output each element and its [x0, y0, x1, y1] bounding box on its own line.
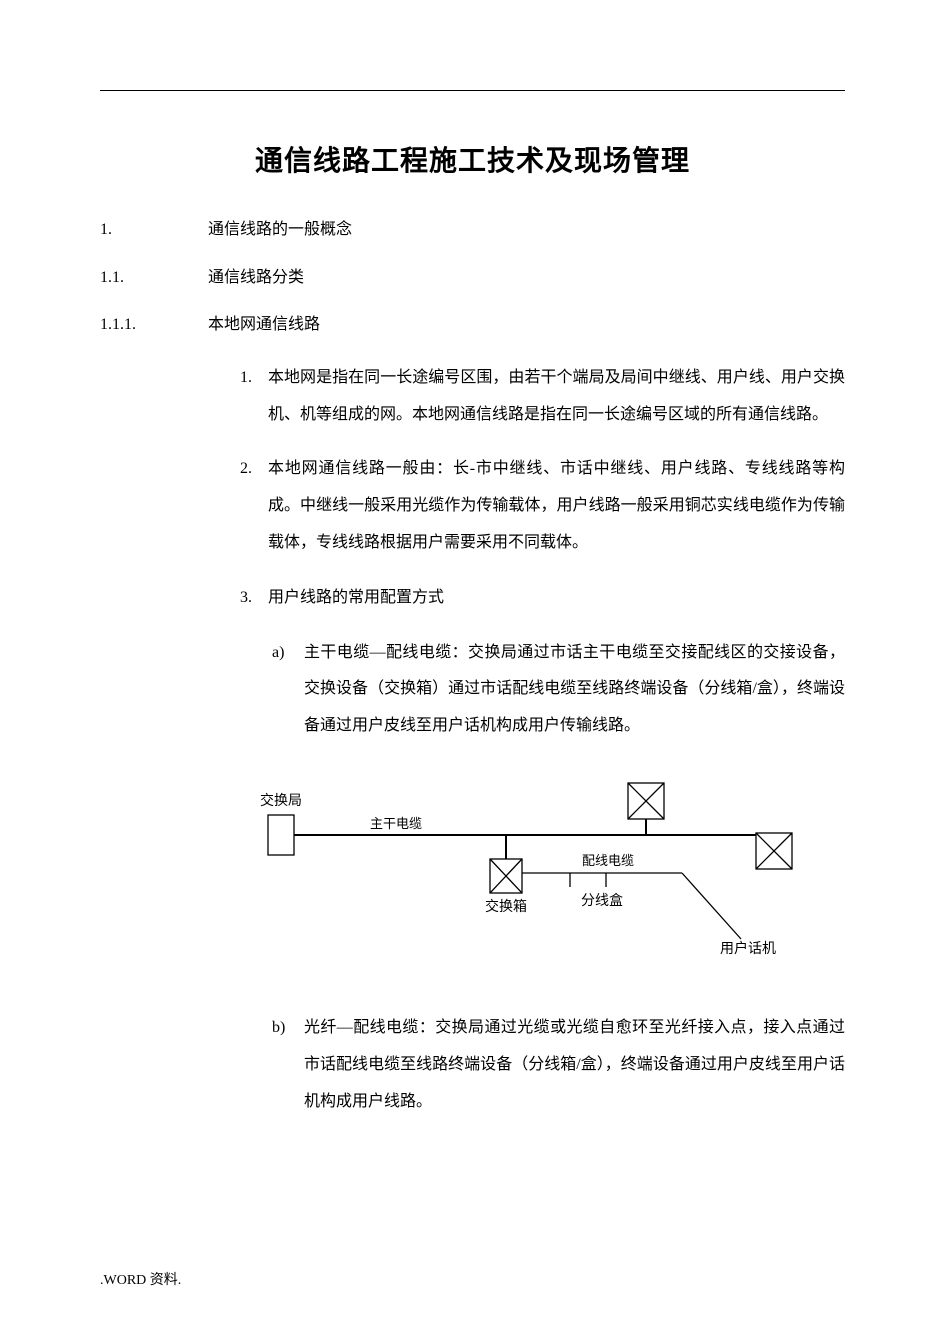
svg-text:配线电缆: 配线电缆 [582, 853, 634, 868]
svg-text:用户话机: 用户话机 [720, 940, 776, 957]
network-diagram: 交换局交换箱 分线盒用户话机 主干电缆配线电缆 [250, 765, 845, 980]
outline-level-2: 1.1. 通信线路分类 [100, 265, 845, 291]
svg-text:主干电缆: 主干电缆 [370, 816, 422, 831]
list-item: 2. 本地网通信线路一般由：长-市中继线、市话中继线、用户线路、专线线路等构成。… [240, 451, 845, 561]
svg-text:交换箱: 交换箱 [485, 898, 527, 915]
outline-number: 1. [100, 217, 208, 243]
footer-text: .WORD 资料. [100, 1269, 181, 1289]
top-rule [100, 90, 845, 91]
outline-text: 通信线路分类 [208, 265, 845, 291]
item-text: 本地网是指在同一长途编号区围，由若干个端局及局间中继线、用户线、用户交换机、机等… [268, 360, 845, 434]
outline-number: 1.1. [100, 265, 208, 291]
outline-text: 本地网通信线路 [208, 312, 845, 338]
svg-text:交换局: 交换局 [260, 792, 302, 809]
sub-item-number: b) [272, 1010, 304, 1120]
document-page: 通信线路工程施工技术及现场管理 1. 通信线路的一般概念 1.1. 通信线路分类… [0, 0, 945, 1337]
sub-item-text: 主干电缆—配线电缆：交换局通过市话主干电缆至交接配线区的交接设备，交换设备（交换… [304, 635, 845, 745]
sub-list: a) 主干电缆—配线电缆：交换局通过市话主干电缆至交接配线区的交接设备，交换设备… [272, 635, 845, 745]
outline-level-1: 1. 通信线路的一般概念 [100, 217, 845, 243]
item-text: 用户线路的常用配置方式 [268, 580, 845, 617]
numbered-list: 1. 本地网是指在同一长途编号区围，由若干个端局及局间中继线、用户线、用户交换机… [240, 360, 845, 617]
sub-list: b) 光纤—配线电缆：交换局通过光缆或光缆自愈环至光纤接入点，接入点通过市话配线… [272, 1010, 845, 1120]
item-text: 本地网通信线路一般由：长-市中继线、市话中继线、用户线路、专线线路等构成。中继线… [268, 451, 845, 561]
outline-number: 1.1.1. [100, 312, 208, 338]
list-item: 1. 本地网是指在同一长途编号区围，由若干个端局及局间中继线、用户线、用户交换机… [240, 360, 845, 434]
item-number: 3. [240, 580, 268, 617]
item-number: 1. [240, 360, 268, 434]
list-item: 3. 用户线路的常用配置方式 [240, 580, 845, 617]
page-title: 通信线路工程施工技术及现场管理 [100, 139, 845, 179]
diagram-svg: 交换局交换箱 分线盒用户话机 主干电缆配线电缆 [250, 765, 810, 975]
outline-text: 通信线路的一般概念 [208, 217, 845, 243]
item-number: 2. [240, 451, 268, 561]
svg-text:分线盒: 分线盒 [581, 892, 623, 909]
sub-item-text: 光纤—配线电缆：交换局通过光缆或光缆自愈环至光纤接入点，接入点通过市话配线电缆至… [304, 1010, 845, 1120]
sub-item-number: a) [272, 635, 304, 745]
sub-item-b: b) 光纤—配线电缆：交换局通过光缆或光缆自愈环至光纤接入点，接入点通过市话配线… [272, 1010, 845, 1120]
outline-level-3: 1.1.1. 本地网通信线路 [100, 312, 845, 338]
sub-item-a: a) 主干电缆—配线电缆：交换局通过市话主干电缆至交接配线区的交接设备，交换设备… [272, 635, 845, 745]
